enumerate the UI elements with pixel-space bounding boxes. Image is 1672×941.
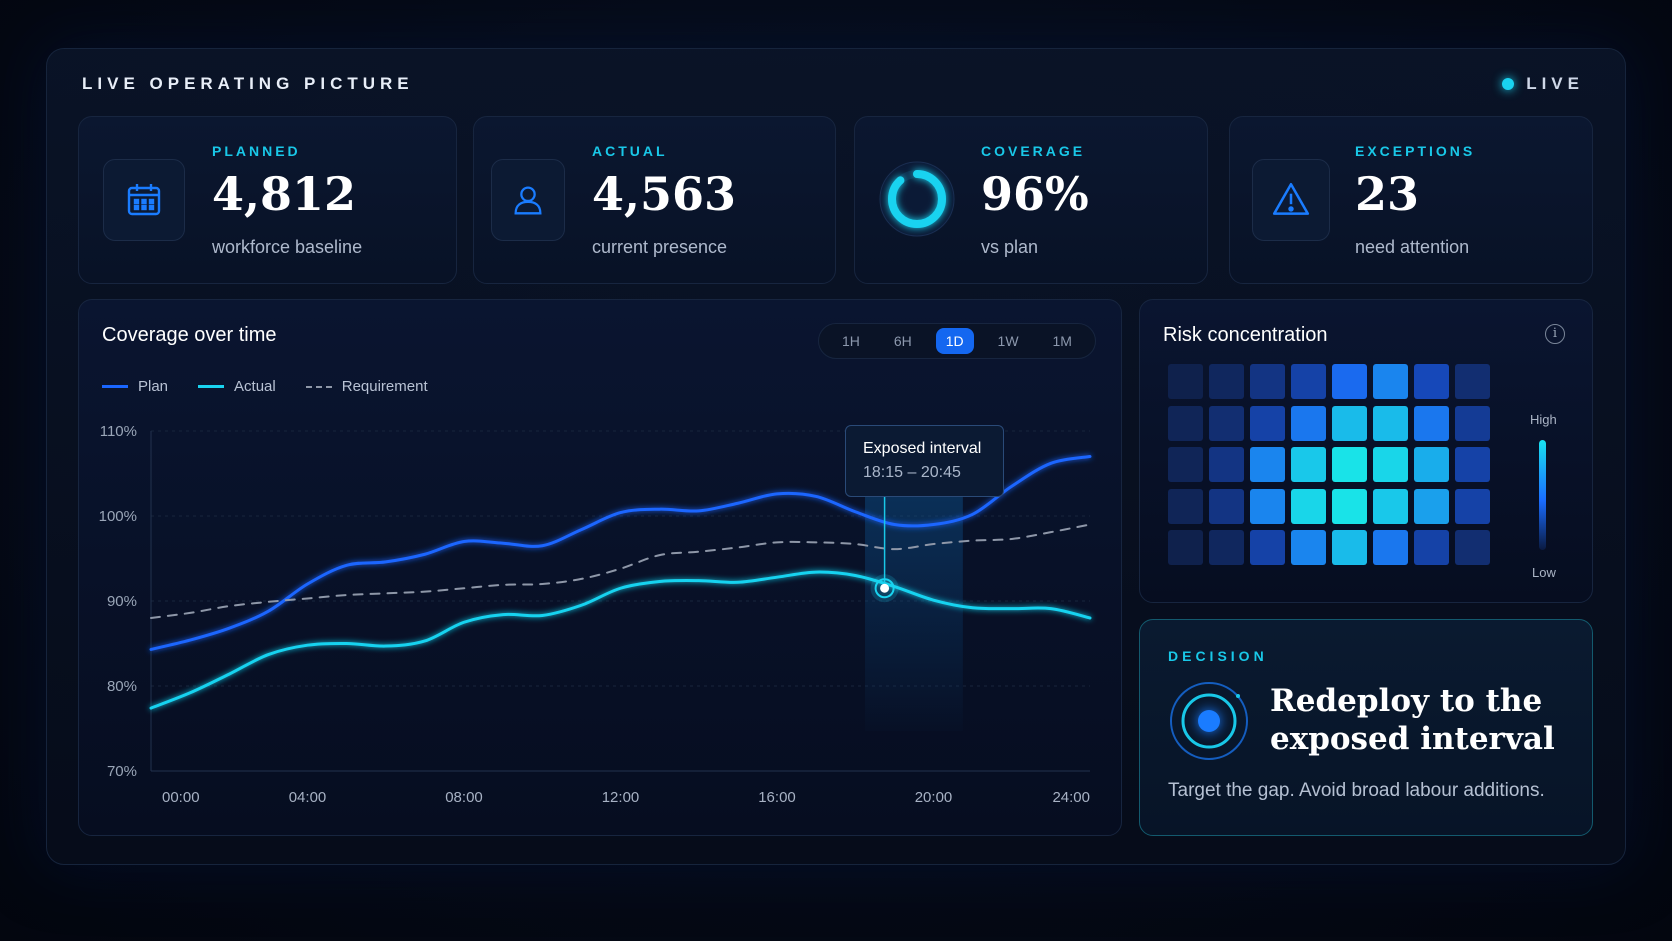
kpi-sub: vs plan: [981, 237, 1039, 257]
heatmap-cell[interactable]: [1414, 530, 1449, 565]
heatmap-cell[interactable]: [1250, 530, 1285, 565]
tooltip-range: 18:15 – 20:45: [863, 464, 961, 481]
range-tab-6h[interactable]: 6H: [893, 333, 912, 349]
chart-tooltip: Exposed interval 18:15 – 20:45: [845, 425, 1004, 497]
heatmap-cell[interactable]: [1332, 405, 1367, 441]
coverage-ring-icon: [877, 159, 957, 239]
live-label: LIVE: [1526, 74, 1584, 93]
heatmap-cell[interactable]: [1414, 364, 1449, 399]
user-icon: [491, 159, 565, 241]
warning-icon: [1252, 159, 1330, 241]
heatmap-cell[interactable]: [1455, 364, 1490, 399]
heatmap-cell[interactable]: [1168, 447, 1203, 482]
heatmap-cell[interactable]: [1455, 447, 1490, 482]
heatmap-cell[interactable]: [1168, 488, 1203, 524]
legend-swatch-actual: [198, 385, 225, 388]
heatmap-cell[interactable]: [1332, 364, 1367, 399]
kpi-label: ACTUAL: [592, 143, 668, 159]
decision-label: DECISION: [1168, 648, 1268, 664]
kpi-card-coverage[interactable]: COVERAGE 96% vs plan: [854, 116, 1208, 284]
decision-headline: Redeploy to the exposed interval: [1270, 683, 1555, 757]
heatmap-cell[interactable]: [1332, 530, 1367, 565]
heatmap-cell[interactable]: [1414, 447, 1449, 482]
heatmap-cell[interactable]: [1209, 364, 1244, 399]
heatmap-cell[interactable]: [1414, 405, 1449, 441]
heatmap-cell[interactable]: [1250, 488, 1285, 524]
heatmap-cell[interactable]: [1291, 405, 1326, 441]
scale-low-label: Low: [1532, 565, 1556, 580]
live-dot-icon: [1502, 78, 1515, 90]
heatmap-cell[interactable]: [1291, 447, 1326, 482]
heatmap-cell[interactable]: [1373, 530, 1408, 565]
heatmap-cell[interactable]: [1373, 447, 1408, 482]
heatmap-cell[interactable]: [1291, 364, 1326, 399]
kpi-card-actual[interactable]: ACTUAL 4,563 current presence: [473, 116, 836, 284]
chart-legend: Plan Actual Requirement: [102, 378, 428, 395]
heatmap-cell[interactable]: [1414, 488, 1449, 524]
heatmap-cell[interactable]: [1209, 447, 1244, 482]
heatmap-cell[interactable]: [1455, 488, 1490, 524]
heatmap-cell[interactable]: [1168, 405, 1203, 441]
heatmap-cell[interactable]: [1168, 364, 1203, 399]
chart-title: Coverage over time: [102, 324, 277, 346]
time-range-selector: 1H 6H 1D 1W 1M: [818, 323, 1096, 359]
legend-swatch-requirement: [305, 385, 332, 388]
calendar-icon: [103, 159, 185, 241]
risk-title: Risk concentration: [1163, 324, 1328, 346]
legend-label: Actual: [234, 378, 276, 395]
legend-item-actual[interactable]: Actual: [198, 378, 276, 395]
risk-color-scale: [1539, 440, 1546, 550]
range-tab-1d[interactable]: 1D: [935, 328, 974, 354]
scale-high-label: High: [1530, 412, 1557, 427]
info-icon[interactable]: i: [1545, 324, 1565, 344]
target-icon: [1168, 680, 1250, 762]
kpi-sub: need attention: [1355, 237, 1470, 257]
legend-swatch-plan: [102, 385, 128, 388]
heatmap-cell[interactable]: [1332, 447, 1367, 482]
heatmap-cell[interactable]: [1209, 405, 1244, 441]
heatmap-cell[interactable]: [1250, 364, 1285, 399]
heatmap-cell[interactable]: [1455, 530, 1490, 565]
legend-item-requirement[interactable]: Requirement: [305, 378, 428, 395]
legend-item-plan[interactable]: Plan: [102, 378, 168, 395]
range-tab-1m[interactable]: 1M: [1052, 333, 1072, 349]
kpi-label: COVERAGE: [981, 143, 1086, 159]
heatmap-cell[interactable]: [1373, 364, 1408, 399]
range-tab-1h[interactable]: 1H: [841, 333, 860, 349]
heatmap-cell[interactable]: [1373, 405, 1408, 441]
kpi-label: PLANNED: [212, 143, 301, 159]
kpi-value: 4,812: [212, 167, 357, 221]
kpi-value: 96%: [981, 167, 1089, 221]
decision-panel: DECISION Redeploy to the exposed interva…: [1139, 619, 1593, 836]
kpi-label: EXCEPTIONS: [1355, 143, 1476, 159]
heatmap-cell[interactable]: [1332, 488, 1367, 524]
live-indicator: LIVE: [1502, 74, 1584, 94]
legend-label: Plan: [138, 378, 169, 395]
heatmap-cell[interactable]: [1291, 488, 1326, 524]
kpi-sub: current presence: [592, 237, 728, 257]
kpi-card-exceptions[interactable]: EXCEPTIONS 23 need attention: [1229, 116, 1593, 284]
kpi-sub: workforce baseline: [212, 237, 363, 257]
decision-subtext: Target the gap. Avoid broad labour addit…: [1168, 780, 1545, 801]
heatmap-cell[interactable]: [1455, 405, 1490, 441]
heatmap-cell[interactable]: [1250, 447, 1285, 482]
kpi-value: 4,563: [592, 167, 737, 221]
range-tab-1w[interactable]: 1W: [997, 333, 1019, 349]
heatmap-cell[interactable]: [1209, 530, 1244, 565]
kpi-card-planned[interactable]: PLANNED 4,812 workforce baseline: [78, 116, 457, 284]
page-title: LIVE OPERATING PICTURE: [82, 74, 414, 93]
tooltip-title: Exposed interval: [863, 440, 982, 457]
heatmap-cell[interactable]: [1291, 530, 1326, 565]
legend-label: Requirement: [341, 378, 428, 395]
heatmap-cell[interactable]: [1250, 405, 1285, 441]
kpi-value: 23: [1355, 167, 1420, 221]
heatmap-cell[interactable]: [1209, 488, 1244, 524]
heatmap-cell[interactable]: [1168, 530, 1203, 565]
heatmap-cell[interactable]: [1373, 488, 1408, 524]
